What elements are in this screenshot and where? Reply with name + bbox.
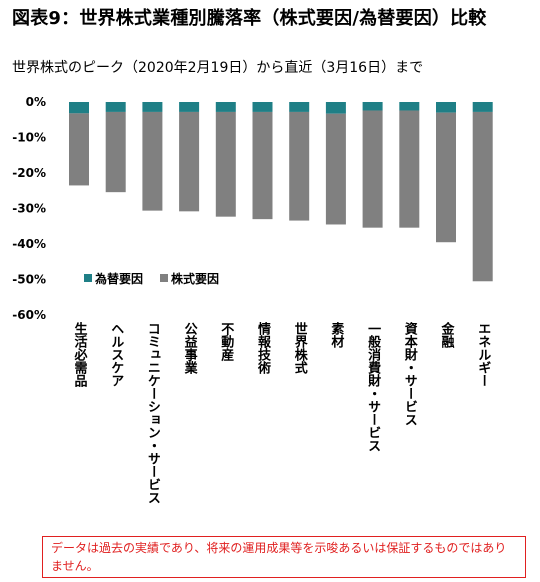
x-axis-categories: 生活必需品 ヘルスケア コミュニケーション・サービス 公益事業 不動産 情報技術 世界株式 素… (72, 321, 491, 504)
y-tick-label: 0% (26, 95, 46, 109)
x-category-label: 不動産 (218, 322, 234, 362)
y-tick-label: -60% (12, 308, 46, 322)
x-category-label: エネルギー (475, 322, 491, 387)
bar-segment-stock (472, 111, 493, 282)
bar-segment-fx (436, 102, 456, 113)
bar-segment-fx (289, 102, 310, 112)
bar-segment-stock (399, 110, 420, 228)
bar-segment-fx (142, 102, 163, 112)
bar-segment-stock (179, 111, 200, 212)
x-category-label: ヘルスケア (108, 322, 124, 387)
bar-segment-fx (399, 102, 420, 111)
bar-segment-stock (69, 113, 89, 186)
bar-chart: 0% -10% -20% -30% -40% -50% -60% 生活必需品 ヘルスケア コミュ… (12, 95, 493, 504)
y-tick-label: -20% (12, 166, 46, 180)
x-category-label: 金融 (439, 321, 456, 349)
chart-subtitle: 世界株式のピーク（2020年2月19日）から直近（3月16日）まで (12, 60, 424, 76)
bars (69, 102, 493, 282)
x-category-label: 世界株式 (292, 321, 308, 375)
bar-segment-fx (69, 102, 89, 114)
bar-segment-fx (325, 102, 346, 114)
bar-segment-fx (215, 102, 236, 112)
x-category-label: 素材 (328, 321, 344, 349)
bar-segment-fx (472, 102, 493, 112)
bar-segment-fx (252, 102, 273, 112)
bar-segment-stock (105, 111, 126, 193)
bar-segment-stock (325, 113, 346, 225)
bar-segment-stock (362, 110, 383, 228)
x-category-label: 一般消費財・サービス (365, 322, 382, 452)
legend-swatch (84, 274, 92, 282)
bar-segment-stock (252, 111, 273, 220)
x-category-label: コミュニケーション・サービス (145, 322, 161, 504)
bar-segment-stock (289, 111, 310, 221)
y-axis: 0% -10% -20% -30% -40% -50% -60% (12, 95, 46, 322)
bar-segment-stock (436, 112, 456, 243)
bar-segment-fx (105, 102, 126, 112)
disclaimer: データは過去の実績であり、将来の運用成果等を示唆あるいは保証するものではありませ… (42, 536, 526, 578)
x-category-label: 公益事業 (182, 322, 199, 375)
legend-label: 為替要因 (95, 271, 143, 286)
legend-label: 株式要因 (171, 271, 219, 286)
bar-segment-stock (215, 111, 236, 217)
legend: 為替要因 株式要因 (84, 271, 219, 286)
y-tick-label: -10% (12, 131, 46, 145)
y-tick-label: -40% (12, 237, 46, 251)
y-tick-label: -50% (12, 273, 46, 287)
chart-title: 図表9：世界株式業種別騰落率（株式要因/為替要因）比較 (12, 8, 487, 29)
bar-segment-fx (362, 102, 383, 111)
bar-segment-stock (142, 111, 163, 211)
bar-segment-fx (179, 102, 200, 112)
x-category-label: 生活必需品 (72, 321, 89, 388)
x-category-label: 情報技術 (255, 321, 272, 375)
legend-swatch (160, 274, 168, 282)
x-category-label: 資本財・サービス (402, 321, 419, 426)
y-tick-label: -30% (12, 202, 46, 216)
